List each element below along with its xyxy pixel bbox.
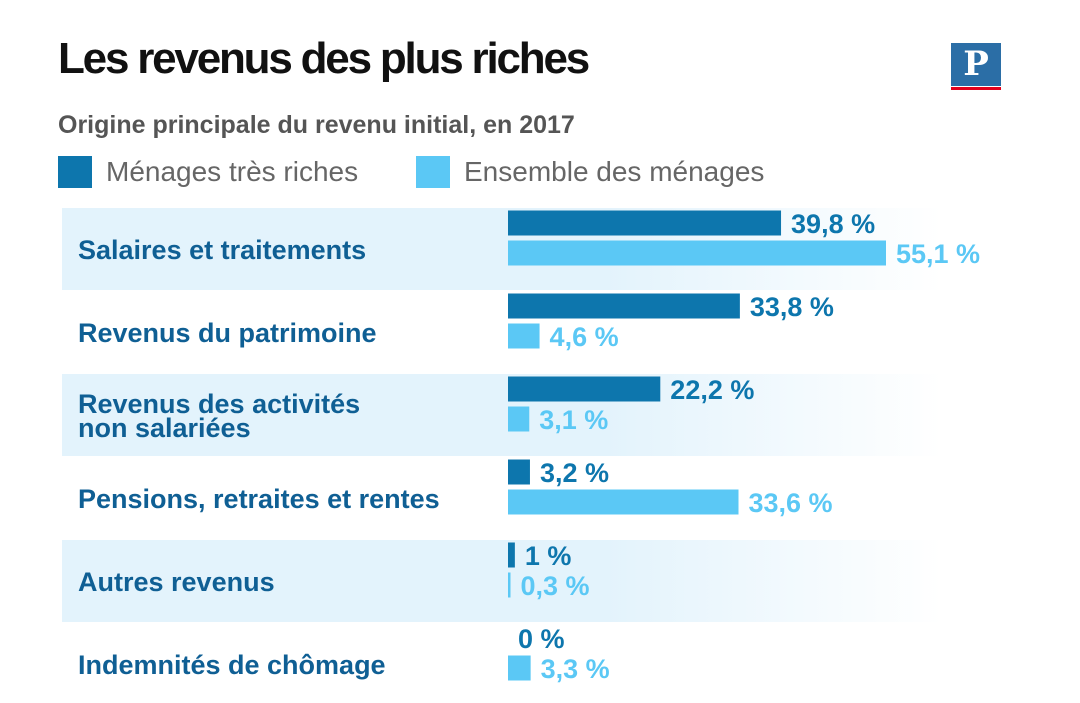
bar-ensemble-3 <box>508 489 739 515</box>
value-label-tres-riches-5: 0 % <box>518 624 565 654</box>
legend-label-tres-riches: Ménages très riches <box>106 156 359 187</box>
category-label-4: Autres revenus <box>78 567 275 597</box>
value-label-ensemble-4: 0,3 % <box>521 571 590 601</box>
value-label-tres-riches-4: 1 % <box>525 541 572 571</box>
row-band-4 <box>62 540 942 622</box>
value-label-tres-riches-2: 22,2 % <box>670 375 754 405</box>
bar-ensemble-5 <box>508 655 531 681</box>
bar-tres-riches-0 <box>508 210 782 236</box>
value-label-ensemble-3: 33,6 % <box>749 488 833 518</box>
legend-swatch-dark <box>58 156 92 188</box>
category-label-0: Salaires et traitements <box>78 235 366 265</box>
bar-ensemble-0 <box>508 240 886 266</box>
bar-ensemble-2 <box>508 406 530 432</box>
category-label-3: Pensions, retraites et rentes <box>78 484 440 514</box>
value-label-ensemble-2: 3,1 % <box>539 405 608 435</box>
bar-ensemble-4 <box>508 572 511 598</box>
legend-label-ensemble: Ensemble des ménages <box>464 156 765 187</box>
bar-ensemble-1 <box>508 323 540 349</box>
category-label-5: Indemnités de chômage <box>78 650 386 680</box>
value-label-tres-riches-0: 39,8 % <box>791 209 875 239</box>
chart-subtitle: Origine principale du revenu initial, en… <box>58 111 575 139</box>
category-label-2-line1: non salariées <box>78 413 251 443</box>
value-label-ensemble-0: 55,1 % <box>896 239 980 269</box>
bar-tres-riches-4 <box>508 542 515 568</box>
value-label-tres-riches-1: 33,8 % <box>750 292 834 322</box>
row-band-2 <box>62 374 942 456</box>
value-label-tres-riches-3: 3,2 % <box>540 458 609 488</box>
logo-underline <box>951 87 1001 90</box>
chart-title: Les revenus des plus riches <box>58 34 590 83</box>
legend-item-ensemble: Ensemble des ménages <box>416 155 764 189</box>
bar-tres-riches-1 <box>508 293 740 319</box>
publisher-logo: P <box>951 43 1001 90</box>
bar-tres-riches-3 <box>508 459 530 485</box>
value-label-ensemble-5: 3,3 % <box>541 654 610 684</box>
value-label-ensemble-1: 4,6 % <box>550 322 619 352</box>
legend-swatch-light <box>416 156 450 188</box>
category-label-2-line0: Revenus des activités <box>78 389 360 419</box>
bar-tres-riches-2 <box>508 376 661 402</box>
category-label-1: Revenus du patrimoine <box>78 318 377 348</box>
legend-item-tres-riches: Ménages très riches <box>58 155 358 189</box>
logo-letter: P <box>951 43 1001 86</box>
